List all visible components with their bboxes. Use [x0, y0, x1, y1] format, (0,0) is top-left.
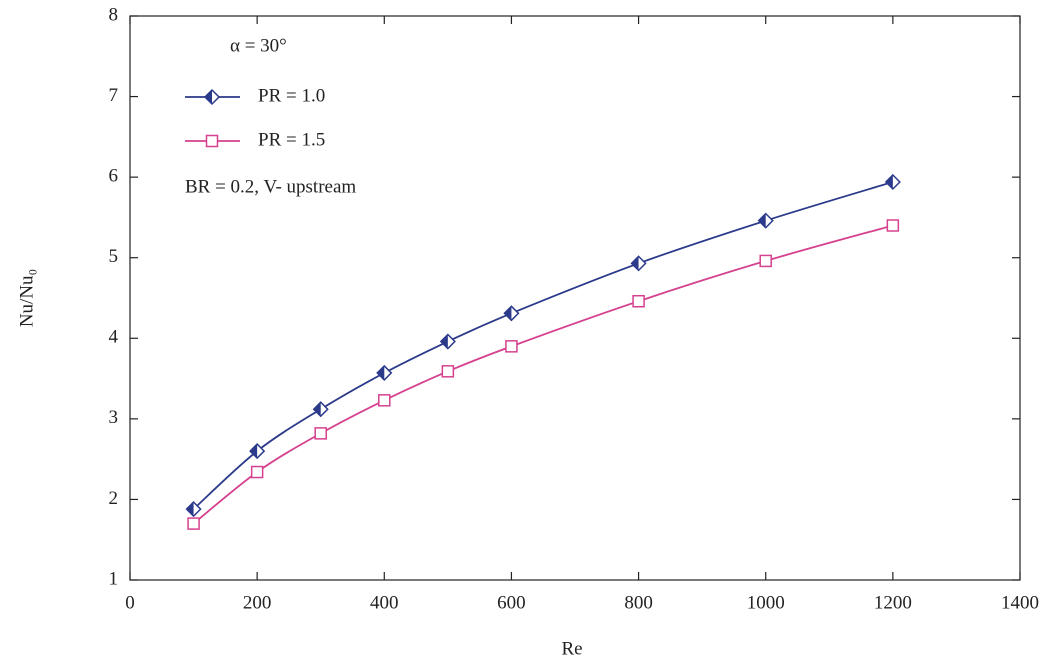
- marker-half: [205, 90, 212, 104]
- marker-half: [758, 213, 766, 228]
- marker: [505, 340, 518, 353]
- x-axis-label: Re: [561, 638, 582, 659]
- marker: [503, 305, 520, 322]
- x-tick-label: 800: [624, 592, 653, 613]
- y-tick-label: 2: [109, 488, 119, 509]
- y-tick-label: 8: [109, 4, 119, 25]
- marker: [759, 254, 772, 268]
- annotation: α = 30°: [230, 35, 287, 56]
- series-line: [192, 181, 894, 510]
- marker: [441, 365, 455, 378]
- y-tick-label: 5: [109, 246, 119, 267]
- marker-half: [250, 444, 258, 459]
- legend-label: PR = 1.0: [258, 85, 325, 106]
- marker: [249, 443, 266, 460]
- legend-label: PR = 1.5: [258, 129, 325, 150]
- x-tick-label: 200: [243, 592, 272, 613]
- x-tick-label: 1000: [747, 592, 785, 613]
- y-tick-label: 1: [109, 568, 119, 589]
- marker: [886, 219, 900, 232]
- y-axis-label: Nu/Nu₀: [16, 269, 37, 327]
- marker: [185, 501, 202, 518]
- x-tick-label: 600: [497, 592, 526, 613]
- marker-half: [377, 365, 385, 380]
- x-tick-label: 400: [370, 592, 399, 613]
- x-tick-label: 1200: [874, 592, 912, 613]
- marker: [632, 294, 645, 308]
- x-tick-label: 0: [125, 592, 135, 613]
- y-tick-label: 7: [109, 85, 119, 106]
- marker-half: [885, 174, 893, 189]
- marker: [314, 427, 327, 440]
- marker: [439, 333, 456, 350]
- marker-half: [504, 306, 512, 321]
- marker: [378, 394, 391, 407]
- y-tick-label: 6: [109, 166, 119, 187]
- series-line: [193, 224, 894, 525]
- y-tick-label: 4: [109, 327, 119, 348]
- marker: [376, 364, 393, 381]
- annotation: BR = 0.2, V- upstream: [185, 176, 356, 197]
- marker: [187, 517, 200, 530]
- marker-half: [186, 502, 194, 517]
- plot-frame: [129, 15, 1021, 581]
- x-tick-label: 1400: [1001, 592, 1039, 613]
- marker-half: [440, 334, 448, 349]
- marker: [884, 173, 901, 191]
- marker: [757, 212, 774, 229]
- marker: [203, 88, 221, 106]
- marker: [250, 465, 264, 479]
- marker-half: [631, 256, 639, 271]
- marker: [630, 255, 647, 272]
- marker: [205, 134, 219, 148]
- marker-half: [313, 402, 321, 417]
- y-tick-label: 3: [109, 407, 119, 428]
- marker: [312, 401, 329, 418]
